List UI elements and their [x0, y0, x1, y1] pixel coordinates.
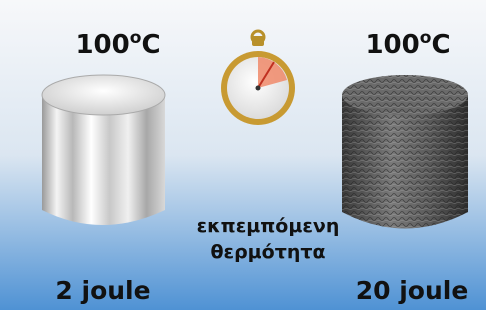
page: 100oC 100oC εκπεμπόμενη θερμότητα 2 joul… — [0, 0, 486, 310]
number: 100 — [75, 30, 129, 60]
illustration: 100oC 100oC εκπεμπόμενη θερμότητα 2 joul… — [0, 0, 486, 310]
right-temperature: 100oC — [365, 28, 450, 60]
number: 100 — [365, 30, 419, 60]
caption-line: εκπεμπόμενη — [197, 215, 340, 237]
rough-cylinder — [342, 75, 468, 229]
left-energy: 2 joule — [55, 276, 150, 305]
unit: C — [141, 30, 160, 60]
caption-line: θερμότητα — [210, 241, 325, 263]
degree: o — [130, 28, 142, 48]
unit: C — [431, 30, 450, 60]
smooth-cylinder — [42, 75, 165, 225]
left-temperature: 100oC — [75, 28, 160, 60]
right-energy: 20 joule — [356, 276, 469, 305]
degree: o — [420, 28, 432, 48]
